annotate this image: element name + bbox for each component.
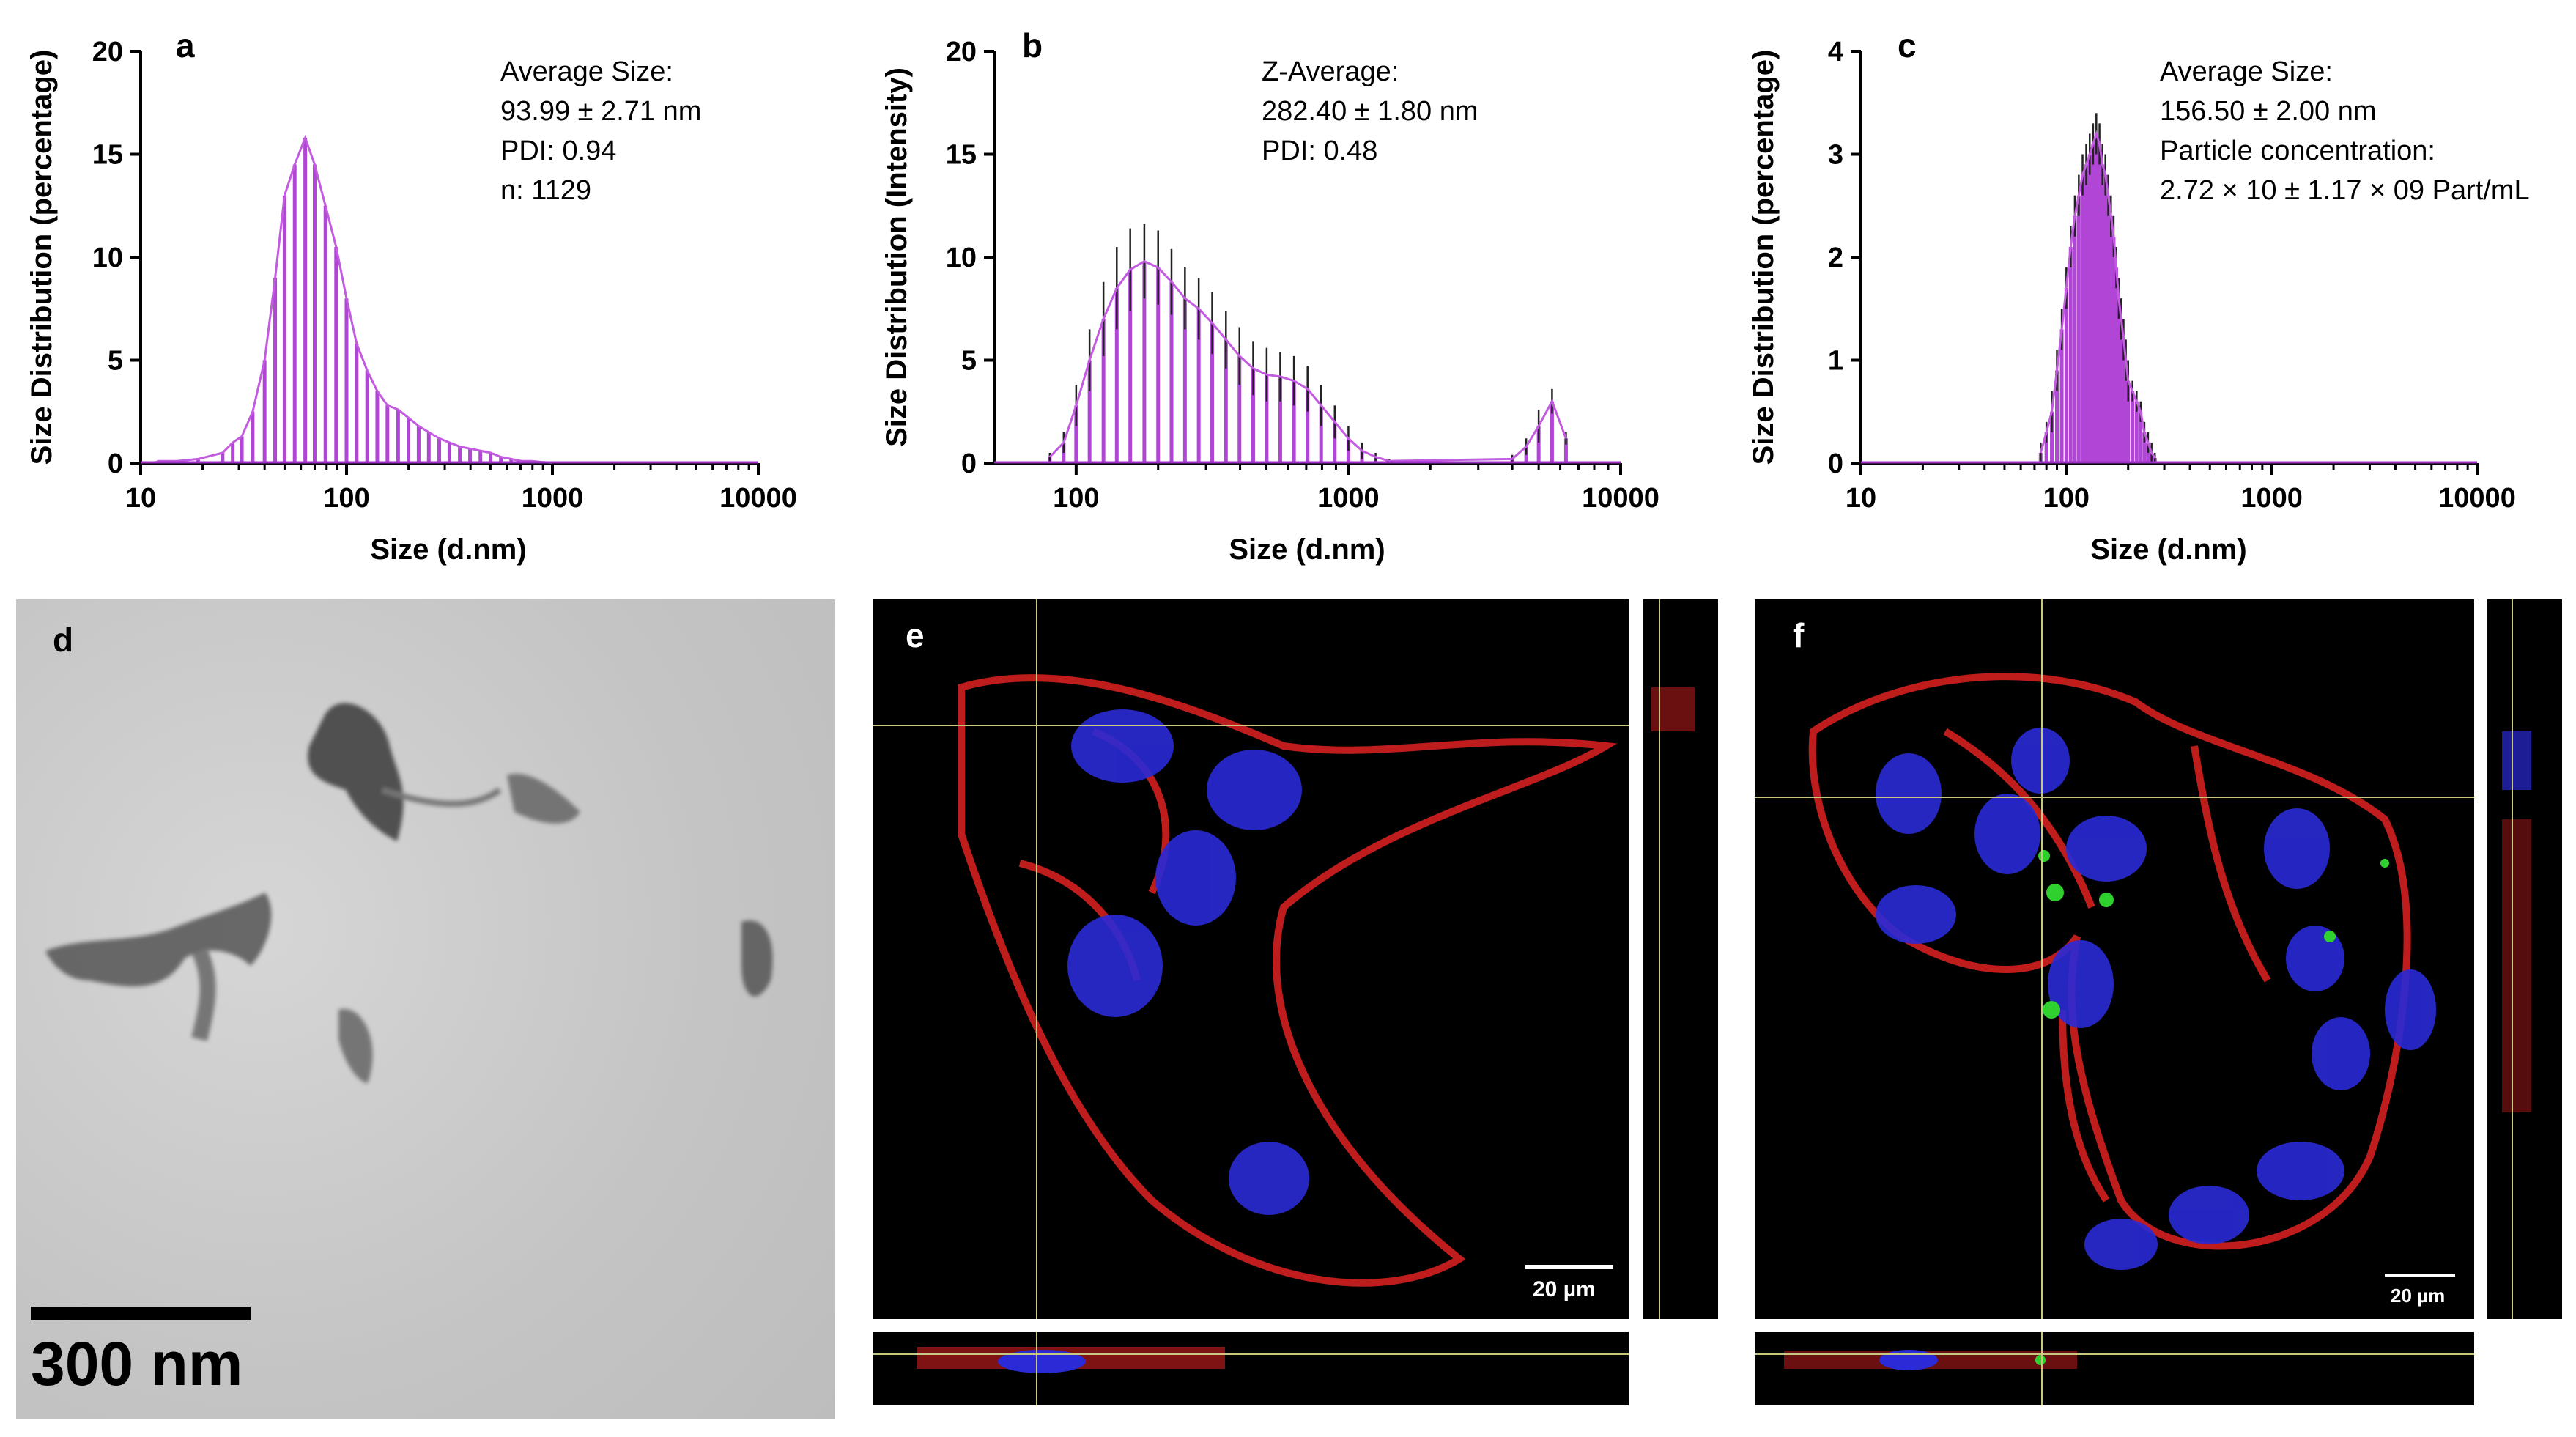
chart-b-ytick-label: 0 <box>961 448 977 479</box>
confocal-e-image <box>873 599 1629 1319</box>
chart-b-curve <box>1048 259 1567 462</box>
tem-scale-label: 300 nm <box>31 1329 243 1398</box>
confocal-e-bottom-image <box>873 1332 1629 1405</box>
chart-c-bars <box>1861 113 2477 464</box>
panel-label-d: d <box>53 621 74 659</box>
chart-c-ytick-label: 4 <box>1828 37 1843 67</box>
panel-label-a: a <box>176 26 195 64</box>
confocal-e-side-image <box>1651 599 1695 1319</box>
panel-label-f: f <box>1793 616 1805 654</box>
chart-a-annotation-line: Average Size: <box>500 56 673 87</box>
chart-a-annotations: Average Size: 93.99 ± 2.71 nm PDI: 0.94 n: … <box>500 56 701 206</box>
confocal-f-bottom-image <box>1755 1332 2474 1405</box>
confocal-f-bottom <box>1755 1332 2474 1405</box>
chart-b-annotation-line: Z-Average: <box>1262 56 1399 87</box>
confocal-f-side-image <box>2502 599 2531 1319</box>
chart-c-annotation-line: 2.72 × 10 ± 1.17 × 09 Part/mL <box>2160 175 2530 206</box>
panel-label-c: c <box>1898 26 1917 64</box>
chart-b-bars <box>994 224 1621 464</box>
chart-a-ytick-label: 5 <box>108 346 123 377</box>
chart-b-annotation-line: PDI: 0.48 <box>1262 136 1377 166</box>
chart-a-xtick-label: 100 <box>323 483 369 514</box>
chart-a-xlabel: Size (d.nm) <box>370 533 526 566</box>
panel-label-e: e <box>906 616 925 654</box>
tem-micrograph <box>45 703 773 1083</box>
confocal-e-main: e 20 µm <box>873 599 1629 1319</box>
chart-c-ylabel: Size Distribution (percentage) <box>1747 50 1780 465</box>
chart-a-ytick-label: 0 <box>108 448 123 479</box>
chart-a: a 0 5 10 15 20 10 100 1000 10000 Average Size: 9… <box>26 26 797 566</box>
confocal-f-main: f 20 µm <box>1755 599 2474 1319</box>
tem-image-panel: d 300 nm <box>16 599 835 1419</box>
chart-a-annotation-line: 93.99 ± 2.71 nm <box>500 96 701 127</box>
confocal-e-side <box>1643 599 1718 1319</box>
chart-b-xtick-label: 100 <box>1053 483 1099 514</box>
chart-c-ytick-label: 0 <box>1828 448 1843 479</box>
chart-c-curve <box>2039 130 2156 459</box>
chart-a-xticks: 10 100 1000 10000 <box>125 463 797 514</box>
chart-a-bars <box>141 134 758 464</box>
confocal-f-image <box>1755 599 2474 1319</box>
chart-c-ytick-label: 2 <box>1828 243 1843 273</box>
panel-label-b: b <box>1022 26 1043 64</box>
chart-c: c 0 1 2 3 4 10 100 1000 10000 Average Size: 156.… <box>1747 26 2530 566</box>
chart-b-annotation-line: 282.40 ± 1.80 nm <box>1262 96 1478 127</box>
chart-b-annotations: Z-Average: 282.40 ± 1.80 nm PDI: 0.48 <box>1262 56 1478 166</box>
confocal-f-side <box>2487 599 2562 1319</box>
chart-c-ytick-label: 1 <box>1828 346 1843 377</box>
chart-c-xtick-label: 10000 <box>2438 483 2516 514</box>
chart-b: b 0 5 10 15 20 100 1000 10000 Z-Average: 282.40… <box>881 26 1659 566</box>
chart-a-xtick-label: 10000 <box>719 483 797 514</box>
confocal-f-scale-bar <box>2385 1274 2455 1277</box>
chart-b-ylabel: Size Distribution (Intensity) <box>881 67 913 447</box>
chart-b-xticks: 100 1000 10000 <box>1053 463 1659 514</box>
chart-c-annotation-line: Particle concentration: <box>2160 136 2435 166</box>
chart-b-ytick-label: 10 <box>946 243 977 273</box>
chart-c-annotations: Average Size: 156.50 ± 2.00 nm Particle co… <box>2160 56 2530 206</box>
chart-a-yticks: 0 5 10 15 20 <box>92 37 141 479</box>
chart-c-xlabel: Size (d.nm) <box>2090 533 2246 566</box>
chart-c-yticks: 0 1 2 3 4 <box>1828 37 1861 479</box>
chart-b-yticks: 0 5 10 15 20 <box>946 37 994 479</box>
chart-c-xtick-label: 1000 <box>2240 483 2303 514</box>
chart-b-xtick-label: 10000 <box>1582 483 1659 514</box>
chart-a-xtick-label: 1000 <box>522 483 584 514</box>
chart-a-annotation-line: PDI: 0.94 <box>500 136 616 166</box>
chart-a-ytick-label: 10 <box>92 243 123 273</box>
chart-a-annotation-line: n: 1129 <box>500 175 591 206</box>
chart-c-ytick-label: 3 <box>1828 140 1843 171</box>
chart-b-ytick-label: 20 <box>946 37 977 67</box>
chart-b-xlabel: Size (d.nm) <box>1229 533 1385 566</box>
confocal-e-bottom <box>873 1332 1629 1405</box>
chart-a-ylabel: Size Distribution (percentage) <box>26 50 58 465</box>
confocal-f-scale-label: 20 µm <box>2391 1285 2446 1307</box>
chart-a-ytick-label: 15 <box>92 140 123 171</box>
chart-a-xtick-label: 10 <box>125 483 156 514</box>
tem-scale-bar <box>31 1307 251 1320</box>
chart-b-xtick-label: 1000 <box>1317 483 1380 514</box>
confocal-e-scale-bar <box>1525 1265 1613 1269</box>
chart-c-xtick-label: 100 <box>2043 483 2090 514</box>
chart-b-ytick-label: 5 <box>961 346 977 377</box>
confocal-e-scale-label: 20 µm <box>1533 1277 1596 1301</box>
chart-b-ytick-label: 15 <box>946 140 977 171</box>
chart-c-annotation-line: 156.50 ± 2.00 nm <box>2160 96 2377 127</box>
chart-c-xticks: 10 100 1000 10000 <box>1846 463 2516 514</box>
chart-a-ytick-label: 20 <box>92 37 123 67</box>
chart-c-annotation-line: Average Size: <box>2160 56 2333 87</box>
chart-a-curve <box>157 134 553 464</box>
chart-c-xtick-label: 10 <box>1846 483 1876 514</box>
